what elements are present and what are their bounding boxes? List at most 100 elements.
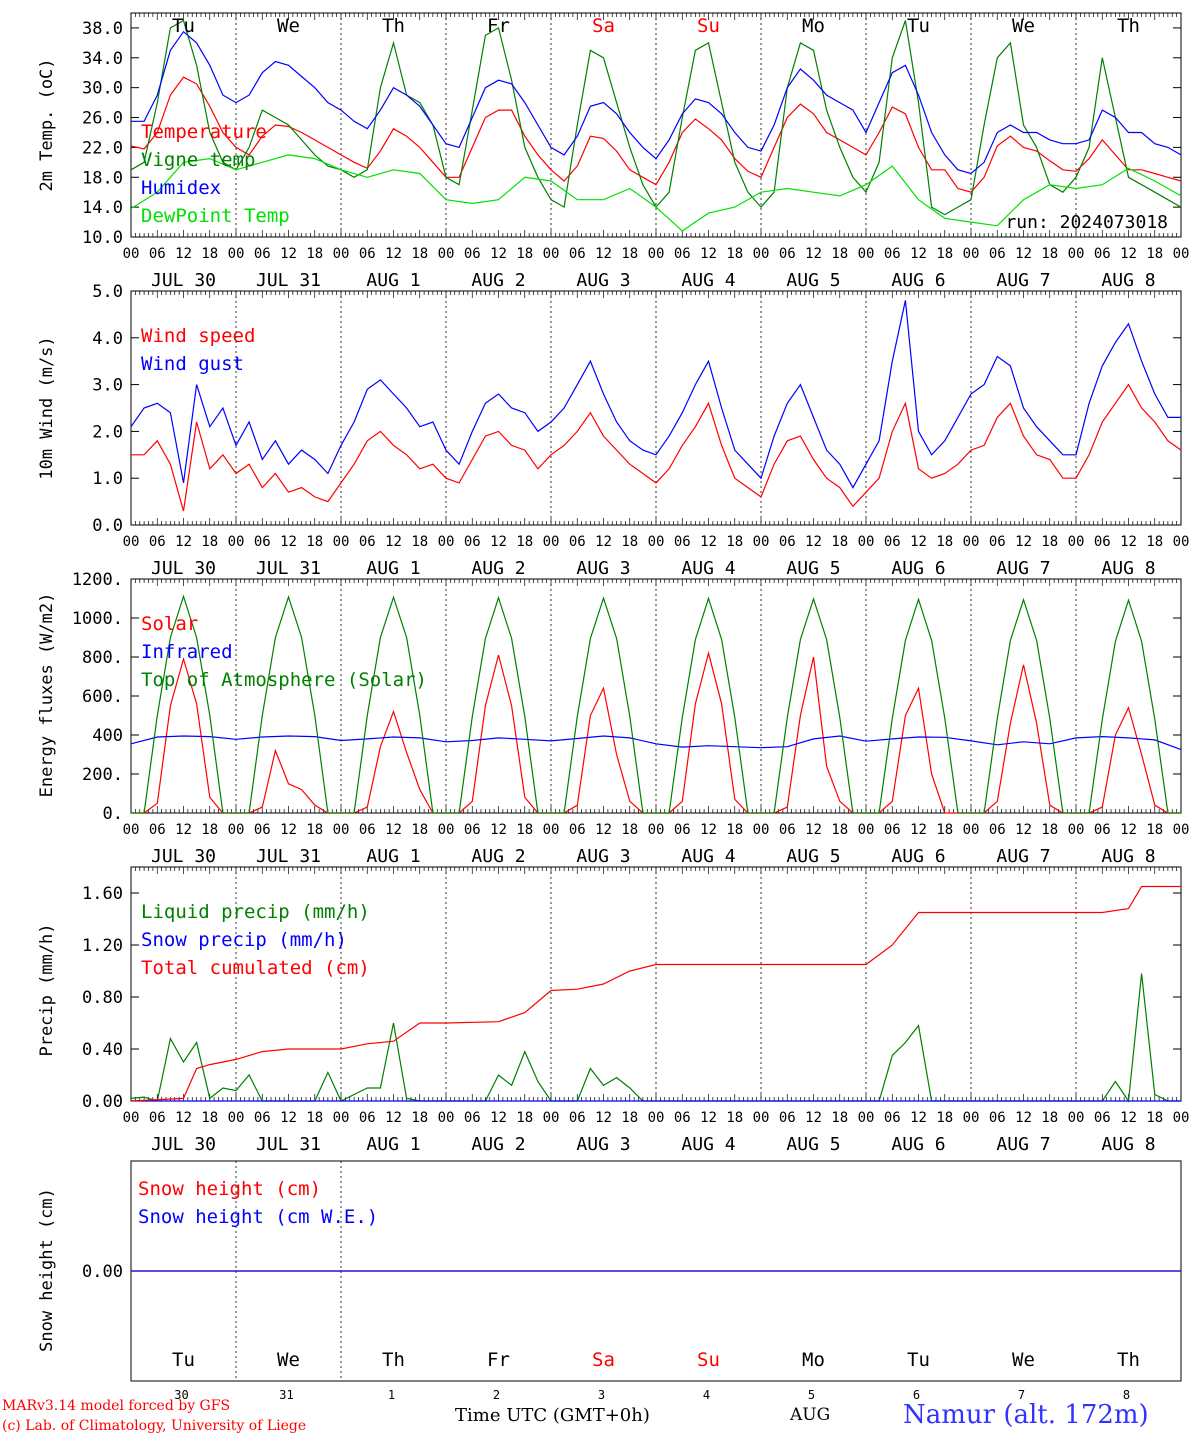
hour-tick-label: 18: [831, 534, 848, 550]
date-label: AUG 5: [786, 846, 840, 867]
y-tick-label: 0.: [103, 804, 123, 824]
hour-tick-label: 00: [963, 1110, 980, 1126]
hour-tick-label: 06: [569, 1110, 586, 1126]
date-label: JUL 30: [151, 558, 216, 579]
weekday-label: We: [277, 15, 300, 37]
hour-tick-label: 00: [123, 1110, 140, 1126]
panel-2: [130, 290, 1182, 526]
date-label: AUG 4: [681, 846, 735, 867]
hour-tick-label: 00: [858, 1110, 875, 1126]
weekday-label: Th: [1117, 15, 1140, 37]
hour-tick-label: 18: [936, 246, 953, 262]
y-tick-label: 800.: [82, 648, 123, 668]
hour-tick-label: 06: [1094, 822, 1111, 838]
date-label: AUG 6: [891, 270, 945, 291]
hour-tick-label: 06: [254, 1110, 271, 1126]
hour-tick-label: 12: [700, 246, 717, 262]
hour-tick-label: 18: [621, 246, 638, 262]
month-label: AUG: [790, 1405, 831, 1425]
hour-tick-label: 18: [726, 534, 743, 550]
y-tick-label: 34.0: [82, 49, 123, 69]
hour-tick-label: 00: [1173, 246, 1190, 262]
hour-tick-label: 12: [385, 822, 402, 838]
hour-tick-label: 18: [1146, 1110, 1163, 1126]
weekday-label: Th: [1117, 1349, 1140, 1371]
legend-entry: Snow height (cm W.E.): [138, 1206, 378, 1228]
weekday-label: Sa: [592, 15, 615, 37]
hour-tick-label: 06: [464, 534, 481, 550]
hour-tick-label: 06: [149, 822, 166, 838]
hour-tick-label: 12: [700, 822, 717, 838]
legend-entry: Solar: [141, 613, 198, 635]
date-label: AUG 3: [576, 558, 630, 579]
hour-tick-label: 06: [674, 822, 691, 838]
hour-tick-label: 12: [280, 246, 297, 262]
hour-tick-label: 06: [569, 246, 586, 262]
hour-tick-label: 12: [1015, 1110, 1032, 1126]
hour-tick-label: 12: [1120, 534, 1137, 550]
hour-tick-label: 06: [674, 1110, 691, 1126]
hour-tick-label: 00: [753, 1110, 770, 1126]
hour-tick-label: 00: [648, 1110, 665, 1126]
y-tick-label: 38.0: [82, 19, 123, 39]
hour-tick-label: 18: [1146, 534, 1163, 550]
weekday-label: Su: [697, 1349, 720, 1371]
hour-tick-label: 06: [254, 534, 271, 550]
hour-tick-label: 18: [1146, 822, 1163, 838]
hour-tick-label: 12: [490, 822, 507, 838]
legend-entry: DewPoint Temp: [141, 205, 290, 227]
hour-tick-label: 06: [779, 534, 796, 550]
hour-tick-label: 06: [149, 1110, 166, 1126]
hour-tick-label: 00: [963, 246, 980, 262]
hour-tick-label: 18: [936, 822, 953, 838]
hour-tick-label: 00: [1068, 534, 1085, 550]
hour-tick-label: 00: [1068, 1110, 1085, 1126]
date-label: AUG 2: [471, 846, 525, 867]
hour-tick-label: 06: [149, 534, 166, 550]
y-tick-label: 400: [92, 726, 123, 746]
y-axis-label: 10m Wind (m/s): [37, 336, 57, 479]
hour-tick-label: 06: [779, 822, 796, 838]
date-label: AUG 1: [366, 846, 420, 867]
series-line-wind-speed: [131, 383, 1182, 512]
hour-tick-label: 18: [201, 1110, 218, 1126]
legend-entry: Vigne temp: [141, 149, 255, 171]
y-tick-label: 30.0: [82, 79, 123, 99]
hour-tick-label: 18: [621, 1110, 638, 1126]
hour-tick-label: 00: [228, 1110, 245, 1126]
hour-tick-label: 18: [726, 1110, 743, 1126]
hour-tick-label: 06: [149, 246, 166, 262]
series-line-wind-gust: [130, 300, 1181, 489]
legend-entry: Total cumulated (cm): [141, 957, 370, 979]
hour-tick-label: 18: [306, 1110, 323, 1126]
hour-tick-label: 18: [411, 534, 428, 550]
hour-tick-label: 00: [333, 246, 350, 262]
hour-tick-label: 12: [910, 534, 927, 550]
hour-tick-label: 06: [989, 822, 1006, 838]
hour-tick-label: 00: [228, 246, 245, 262]
hour-tick-label: 12: [805, 1110, 822, 1126]
hour-tick-label: 00: [543, 1110, 560, 1126]
hour-tick-label: 18: [411, 822, 428, 838]
date-label: AUG 7: [996, 846, 1050, 867]
date-label: AUG 8: [1101, 1134, 1155, 1155]
legend-entry: Wind gust: [141, 353, 244, 375]
hour-tick-label: 12: [595, 246, 612, 262]
date-label: JUL 30: [151, 1134, 216, 1155]
hour-tick-label: 18: [1146, 246, 1163, 262]
date-label: JUL 31: [256, 1134, 321, 1155]
hour-tick-label: 00: [123, 822, 140, 838]
hour-tick-label: 00: [753, 246, 770, 262]
hour-tick-label: 18: [516, 246, 533, 262]
hour-tick-label: 12: [175, 1110, 192, 1126]
hour-tick-label: 18: [1041, 246, 1058, 262]
weekday-label: Tu: [172, 15, 195, 37]
series-line-total-cumulated-cm-: [130, 885, 1181, 1102]
weekday-label: Tu: [172, 1349, 195, 1371]
hour-tick-label: 06: [1094, 534, 1111, 550]
date-label: AUG 4: [681, 270, 735, 291]
hour-tick-label: 00: [963, 534, 980, 550]
hour-tick-label: 00: [333, 1110, 350, 1126]
hour-tick-label: 12: [490, 1110, 507, 1126]
hour-tick-label: 12: [700, 534, 717, 550]
